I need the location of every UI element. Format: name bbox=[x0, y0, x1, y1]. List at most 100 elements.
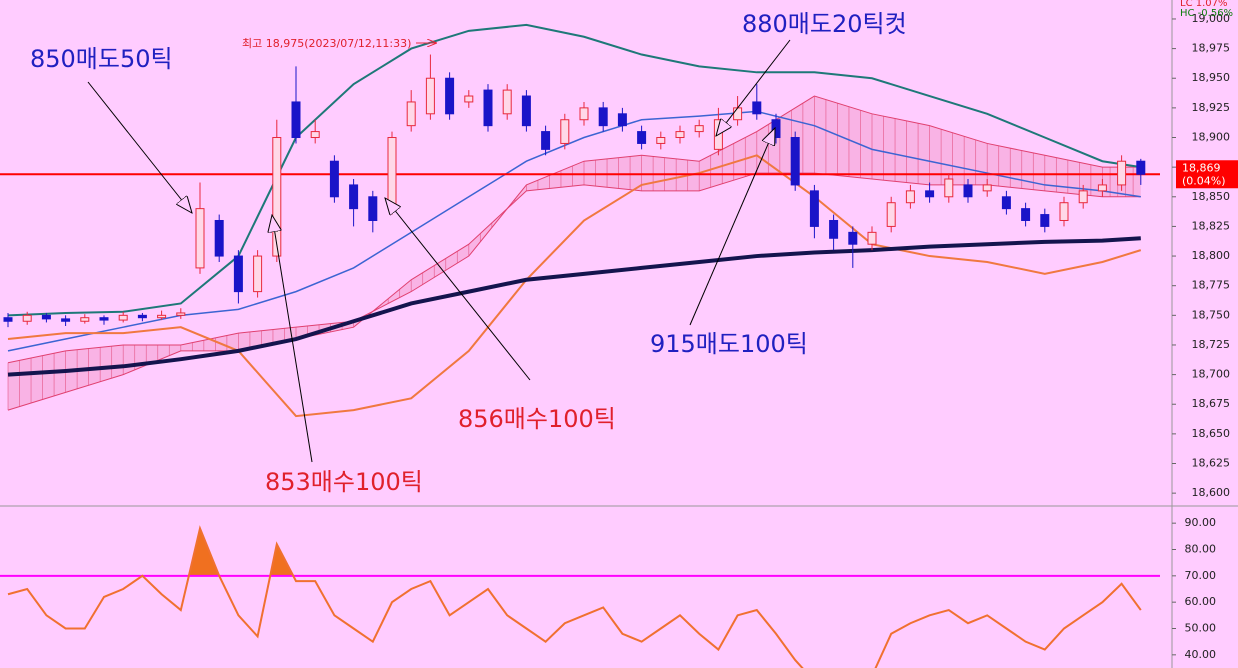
candle-body bbox=[445, 77, 455, 115]
candle-body bbox=[790, 137, 800, 186]
candle-body bbox=[80, 317, 90, 322]
y-tick-label: 18,900 bbox=[1192, 131, 1231, 144]
candle-body bbox=[752, 101, 762, 115]
y-tick-label: 80.00 bbox=[1185, 543, 1217, 556]
candle-body bbox=[406, 101, 416, 127]
corner-stat: HC -0.56% bbox=[1180, 8, 1233, 19]
y-tick-label: 18,725 bbox=[1192, 338, 1231, 351]
y-tick-label: 18,850 bbox=[1192, 190, 1231, 203]
y-tick-label: 50.00 bbox=[1185, 622, 1217, 635]
candle-body bbox=[521, 95, 531, 127]
indicator-panel bbox=[0, 525, 1160, 668]
candle-body bbox=[272, 137, 282, 257]
candle-body bbox=[886, 202, 896, 227]
y-tick-label: 18,925 bbox=[1192, 101, 1231, 114]
annotation: 최고 18,975(2023/07/12,11:33) bbox=[242, 37, 411, 50]
candle-body bbox=[195, 208, 205, 269]
indicator-line bbox=[7, 154, 1142, 418]
candle-body bbox=[310, 131, 320, 139]
price-change: (0.04%) bbox=[1182, 174, 1226, 187]
candle-body bbox=[233, 255, 243, 293]
y-tick-label: 18,825 bbox=[1192, 219, 1231, 232]
annotation: 880매도20틱컷 bbox=[742, 10, 907, 38]
y-tick-label: 70.00 bbox=[1185, 569, 1217, 582]
corner-stat: LC 1.07% bbox=[1180, 0, 1228, 9]
arrow bbox=[272, 215, 313, 463]
candle-body bbox=[771, 119, 781, 139]
arrow bbox=[689, 128, 775, 326]
y-tick-label: 18,775 bbox=[1192, 279, 1231, 292]
candle-body bbox=[829, 219, 839, 239]
annotation: 915매도100틱 bbox=[650, 330, 808, 358]
candle-body bbox=[1059, 202, 1069, 221]
candle-body bbox=[1040, 214, 1050, 227]
arrow bbox=[87, 81, 192, 213]
candle-body bbox=[598, 107, 608, 127]
candle-body bbox=[848, 231, 858, 245]
candle-body bbox=[3, 317, 13, 322]
y-tick-label: 18,675 bbox=[1192, 397, 1231, 410]
candle-body bbox=[867, 231, 877, 245]
candle-body bbox=[675, 131, 685, 139]
candle-body bbox=[22, 314, 32, 322]
candle-body bbox=[1078, 190, 1088, 204]
candle-body bbox=[560, 119, 570, 144]
candle-body bbox=[118, 314, 128, 321]
candle-body bbox=[809, 190, 819, 227]
candle-body bbox=[656, 137, 666, 144]
arrow bbox=[716, 39, 791, 136]
arrow bbox=[385, 198, 531, 381]
candle-body bbox=[944, 178, 954, 198]
candle-body bbox=[502, 89, 512, 115]
candle-body bbox=[368, 196, 378, 221]
candle-body bbox=[214, 219, 224, 257]
annotation-arrows bbox=[87, 39, 791, 463]
candle-body bbox=[137, 314, 147, 319]
candle-body bbox=[982, 184, 992, 192]
price-box bbox=[1176, 160, 1238, 189]
candle-body bbox=[617, 113, 627, 127]
y-tick-label: 19,000 bbox=[1192, 12, 1231, 25]
y-tick-label: 18,800 bbox=[1192, 249, 1231, 262]
candle-body bbox=[176, 312, 186, 316]
candle-body bbox=[1001, 196, 1011, 210]
candle-body bbox=[329, 160, 339, 198]
candle-body bbox=[637, 131, 647, 144]
annotation: 853매수100틱 bbox=[265, 468, 423, 496]
indicator-line bbox=[7, 23, 1141, 317]
candle-body bbox=[349, 184, 359, 210]
candle-body bbox=[253, 255, 263, 293]
indicator-line bbox=[7, 525, 1142, 668]
candle-body bbox=[61, 318, 71, 322]
candle-body bbox=[713, 119, 723, 150]
candle-body bbox=[157, 314, 167, 319]
candle-body bbox=[579, 107, 589, 121]
y-tick-label: 18,975 bbox=[1192, 42, 1231, 55]
candle-body bbox=[483, 89, 493, 127]
candle-body bbox=[1117, 160, 1127, 186]
candle-body bbox=[925, 190, 935, 198]
candle-body bbox=[1021, 208, 1031, 221]
candle-body bbox=[905, 190, 915, 204]
indicator-line bbox=[7, 110, 1141, 352]
candle-body bbox=[291, 101, 301, 139]
price-label: 18,869 bbox=[1182, 161, 1221, 174]
y-tick-label: 18,600 bbox=[1192, 486, 1231, 499]
y-tick-label: 40.00 bbox=[1185, 648, 1217, 661]
indicator-line bbox=[7, 236, 1141, 377]
y-tick-label: 18,650 bbox=[1192, 427, 1231, 440]
y-tick-label: 60.00 bbox=[1185, 595, 1217, 608]
y-tick-label: 18,950 bbox=[1192, 71, 1231, 84]
candle-body bbox=[1136, 160, 1146, 175]
cloud-span bbox=[7, 95, 1141, 364]
y-tick-label: 18,700 bbox=[1192, 368, 1231, 381]
annotation: 856매수100틱 bbox=[458, 405, 616, 433]
candle-body bbox=[963, 184, 973, 198]
candle-body bbox=[41, 314, 51, 320]
annotation: 850매도50틱 bbox=[30, 45, 173, 73]
candle-body bbox=[733, 107, 743, 121]
candle-body bbox=[387, 137, 397, 210]
candle-body bbox=[464, 95, 474, 103]
